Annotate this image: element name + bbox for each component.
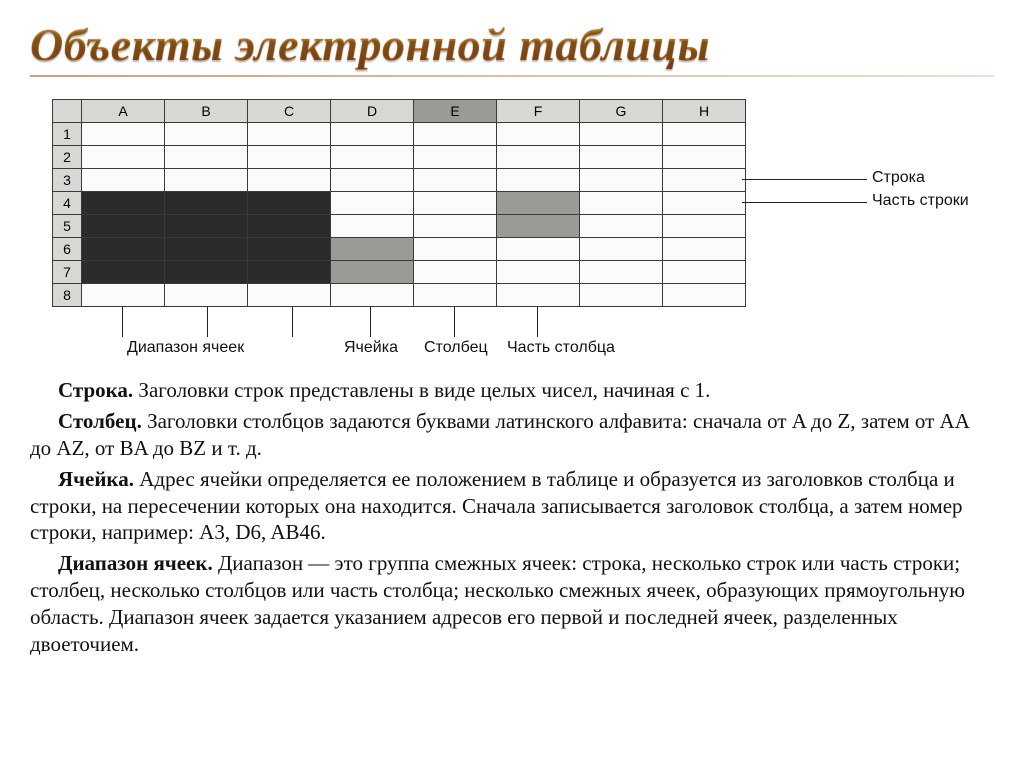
para-row: Строка. Заголовки строк представлены в в…	[30, 377, 994, 404]
leader-line	[742, 179, 867, 180]
row-header: 4	[53, 192, 82, 215]
col-header-highlighted: E	[414, 100, 497, 123]
spreadsheet-table: A B C D E F G H 1 2 3 4 5 6 7 8	[52, 99, 746, 307]
col-header: A	[82, 100, 165, 123]
col-header: B	[165, 100, 248, 123]
callout-column: Столбец	[424, 339, 488, 357]
row-header: 7	[53, 261, 82, 284]
row-header: 6	[53, 238, 82, 261]
callout-row-part: Часть строки	[872, 192, 969, 210]
body-text: Строка. Заголовки строк представлены в в…	[30, 377, 994, 658]
page-title: Объекты электронной таблицы	[30, 18, 994, 71]
row-header: 3	[53, 169, 82, 192]
row-header: 1	[53, 123, 82, 146]
title-underline	[30, 75, 994, 77]
callout-row: Строка	[872, 169, 925, 187]
col-header: H	[663, 100, 746, 123]
leader-line	[454, 307, 455, 337]
leader-line	[742, 202, 867, 203]
leader-line	[292, 307, 293, 337]
col-header: D	[331, 100, 414, 123]
spreadsheet-figure: A B C D E F G H 1 2 3 4 5 6 7 8 Строка Ч…	[52, 99, 994, 307]
leader-line	[207, 307, 208, 337]
callout-range: Диапазон ячеек	[127, 339, 244, 357]
leader-line	[370, 307, 371, 337]
row-header: 8	[53, 284, 82, 307]
col-header: G	[580, 100, 663, 123]
row-header: 2	[53, 146, 82, 169]
leader-line	[122, 307, 123, 337]
col-header: F	[497, 100, 580, 123]
col-header: C	[248, 100, 331, 123]
callout-column-part: Часть столбца	[507, 339, 615, 357]
para-range: Диапазон ячеек. Диапазон — это группа см…	[30, 550, 994, 658]
row-header: 5	[53, 215, 82, 238]
para-column: Столбец. Заголовки столбцов задаются бук…	[30, 408, 994, 462]
corner-cell	[53, 100, 82, 123]
callout-cell: Ячейка	[344, 339, 398, 357]
leader-line	[537, 307, 538, 337]
para-cell: Ячейка. Адрес ячейки определяется ее пол…	[30, 466, 994, 547]
